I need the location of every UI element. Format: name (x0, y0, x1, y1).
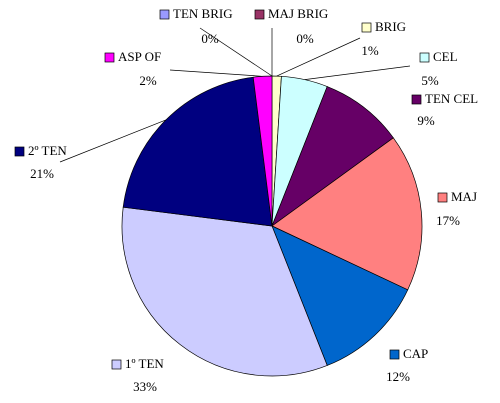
slice-label: BRIG (375, 19, 406, 34)
pie-slice (121, 206, 328, 377)
slice-value-label: 2% (139, 73, 157, 88)
slice-value-label: 21% (30, 166, 54, 181)
slice-label: TEN CEL (425, 91, 478, 106)
slice-value-label: 17% (436, 213, 460, 228)
slice-label: 1º TEN (125, 356, 164, 371)
slice-value-label: 1% (361, 43, 379, 58)
legend-swatch (254, 9, 265, 20)
leader-line (169, 69, 263, 77)
slice-value-label: 0% (296, 31, 314, 46)
slice-label: CEL (433, 49, 458, 64)
legend-swatch (159, 9, 170, 20)
slice-label: 2º TEN (28, 143, 67, 158)
legend-swatch (389, 349, 400, 360)
slice-value-label: 9% (417, 113, 435, 128)
legend-swatch (419, 52, 430, 63)
slice-label: MAJ BRIG (268, 6, 328, 21)
pie-slice (271, 225, 409, 366)
leader-line (59, 119, 167, 163)
slice-label: CAP (403, 346, 428, 361)
legend-swatch (104, 52, 115, 63)
slice-label: TEN BRIG (173, 6, 233, 21)
slice-label: ASP OF (118, 49, 161, 64)
leader-line (276, 37, 361, 77)
leader-line (304, 65, 411, 80)
legend-swatch (361, 22, 372, 33)
pie-slice (271, 86, 394, 227)
legend-swatch (437, 192, 448, 203)
leader-line (199, 27, 273, 77)
slice-value-label: 12% (386, 369, 410, 384)
pie-slice (122, 76, 273, 227)
pie-slice (271, 137, 423, 291)
slice-value-label: 5% (421, 73, 439, 88)
legend-swatch (14, 146, 25, 157)
slice-value-label: 33% (133, 379, 157, 394)
slice-value-label: 0% (201, 31, 219, 46)
legend-swatch (411, 94, 422, 105)
legend-swatch (111, 359, 122, 370)
slice-label: MAJ (451, 189, 477, 204)
